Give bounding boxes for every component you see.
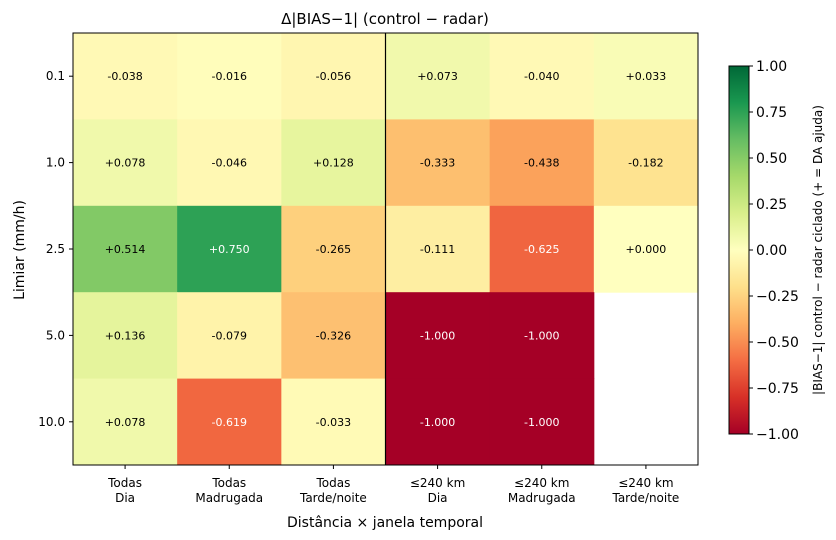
y-tick-label: 5.0 bbox=[46, 328, 65, 342]
heatmap-cell bbox=[593, 33, 699, 120]
heatmap-cell bbox=[177, 292, 282, 380]
x-tick-label: Madrugada bbox=[195, 491, 263, 505]
colorbar-tick-label: 1.00 bbox=[756, 59, 787, 75]
colorbar-tick-label: 0.25 bbox=[756, 197, 787, 213]
heatmap-cell bbox=[281, 292, 386, 380]
heatmap-cell bbox=[177, 378, 282, 466]
cell-value-label: +0.073 bbox=[417, 70, 458, 83]
colorbar-ticks: 1.00 0.75 0.50 0.25 0.00 −0.25 −0.50 −0.75 −1.00 bbox=[749, 59, 799, 443]
cell-value-label: -1.000 bbox=[524, 329, 559, 342]
heatmap-cell bbox=[385, 119, 491, 207]
cell-value-label: -0.016 bbox=[212, 70, 247, 83]
cell-value-label: -0.040 bbox=[524, 70, 559, 83]
colorbar-label: |BIAS−1| control − radar ciclado (+ = DA… bbox=[811, 105, 825, 395]
heatmap-cell bbox=[385, 378, 491, 466]
cell-value-label: -0.111 bbox=[420, 243, 455, 256]
cell-value-label: -0.326 bbox=[316, 329, 351, 342]
y-tick-label: 1.0 bbox=[46, 156, 65, 170]
colorbar-tick-label: −1.00 bbox=[756, 427, 799, 443]
colorbar-tick-label: 0.75 bbox=[756, 105, 787, 121]
heatmap-cell bbox=[489, 292, 595, 380]
cell-value-label: -1.000 bbox=[420, 329, 455, 342]
colorbar-tick-label: −0.75 bbox=[756, 381, 799, 397]
heatmap-cell-labels: -0.038 -0.016 -0.056 +0.073 -0.040 +0.033 +0.0… bbox=[105, 70, 667, 429]
heatmap-cell bbox=[73, 119, 178, 207]
cell-value-label: -0.056 bbox=[316, 70, 351, 83]
colorbar-tick-label: −0.50 bbox=[756, 335, 799, 351]
x-axis-label: Distância × janela temporal bbox=[287, 515, 483, 531]
heatmap-cell bbox=[489, 119, 595, 207]
heatmap-cell bbox=[593, 205, 699, 293]
cell-value-label: +0.128 bbox=[313, 157, 354, 170]
heatmap-cell bbox=[73, 378, 178, 466]
cell-value-label: +0.750 bbox=[209, 243, 250, 256]
x-tick-label: Tarde/noite bbox=[299, 491, 367, 505]
heatmap-cell bbox=[385, 292, 491, 380]
cell-value-label: -0.619 bbox=[212, 416, 247, 429]
colorbar-tick-label: 0.50 bbox=[756, 151, 787, 167]
cell-value-label: +0.033 bbox=[626, 70, 667, 83]
y-axis-ticks: 0.1 1.0 2.5 5.0 10.0 bbox=[38, 69, 73, 429]
cell-value-label: -0.182 bbox=[628, 157, 663, 170]
cell-value-label: +0.000 bbox=[626, 243, 667, 256]
cell-value-label: -0.046 bbox=[212, 157, 247, 170]
heatmap-cell bbox=[177, 205, 282, 293]
x-tick-label: ≤240 km bbox=[514, 476, 569, 490]
heatmap-cell bbox=[489, 33, 595, 120]
heatmap-cell bbox=[177, 119, 282, 207]
colorbar bbox=[728, 65, 750, 435]
heatmap-cell bbox=[177, 33, 282, 120]
heatmap-cell bbox=[281, 119, 386, 207]
x-tick-label: Dia bbox=[115, 491, 135, 505]
heatmap-cell bbox=[385, 205, 491, 293]
heatmap-cell bbox=[489, 205, 595, 293]
y-axis-label: Limiar (mm/h) bbox=[12, 200, 28, 300]
cell-value-label: -0.079 bbox=[212, 329, 247, 342]
cell-value-label: -0.265 bbox=[316, 243, 351, 256]
cell-value-label: +0.514 bbox=[105, 243, 146, 256]
x-axis-ticks: TodasDiaTodasMadrugadaTodasTarde/noite≤2… bbox=[107, 465, 679, 505]
x-tick-label: Madrugada bbox=[508, 491, 576, 505]
heatmap-cell bbox=[593, 119, 699, 207]
y-tick-label: 0.1 bbox=[46, 69, 65, 83]
x-tick-label: Tarde/noite bbox=[611, 491, 679, 505]
x-tick-label: Dia bbox=[428, 491, 448, 505]
heatmap-cell bbox=[489, 378, 595, 466]
cell-value-label: -0.033 bbox=[316, 416, 351, 429]
cell-value-label: -0.038 bbox=[107, 70, 142, 83]
cell-value-label: +0.078 bbox=[105, 157, 146, 170]
heatmap-cell bbox=[73, 292, 178, 380]
heatmap-cell bbox=[73, 33, 178, 120]
cell-value-label: -1.000 bbox=[524, 416, 559, 429]
heatmap-cell bbox=[281, 378, 386, 466]
cell-value-label: -0.438 bbox=[524, 157, 559, 170]
cell-value-label: -0.625 bbox=[524, 243, 559, 256]
heatmap-cell bbox=[281, 205, 386, 293]
y-tick-label: 2.5 bbox=[46, 242, 65, 256]
colorbar-tick-label: 0.00 bbox=[756, 243, 787, 259]
heatmap-cell bbox=[73, 205, 178, 293]
chart-title: Δ|BIAS−1| (control − radar) bbox=[281, 10, 489, 28]
x-tick-label: Todas bbox=[315, 476, 350, 490]
x-tick-label: Todas bbox=[211, 476, 246, 490]
heatmap-cell bbox=[385, 33, 491, 120]
cell-value-label: -0.333 bbox=[420, 157, 455, 170]
cell-value-label: -1.000 bbox=[420, 416, 455, 429]
x-tick-label: ≤240 km bbox=[618, 476, 673, 490]
x-tick-label: ≤240 km bbox=[410, 476, 465, 490]
colorbar-tick-label: −0.25 bbox=[756, 289, 799, 305]
heatmap-cells bbox=[73, 33, 699, 466]
x-tick-label: Todas bbox=[107, 476, 142, 490]
heatmap-cell bbox=[281, 33, 386, 120]
cell-value-label: +0.078 bbox=[105, 416, 146, 429]
y-tick-label: 10.0 bbox=[38, 415, 65, 429]
cell-value-label: +0.136 bbox=[105, 329, 146, 342]
